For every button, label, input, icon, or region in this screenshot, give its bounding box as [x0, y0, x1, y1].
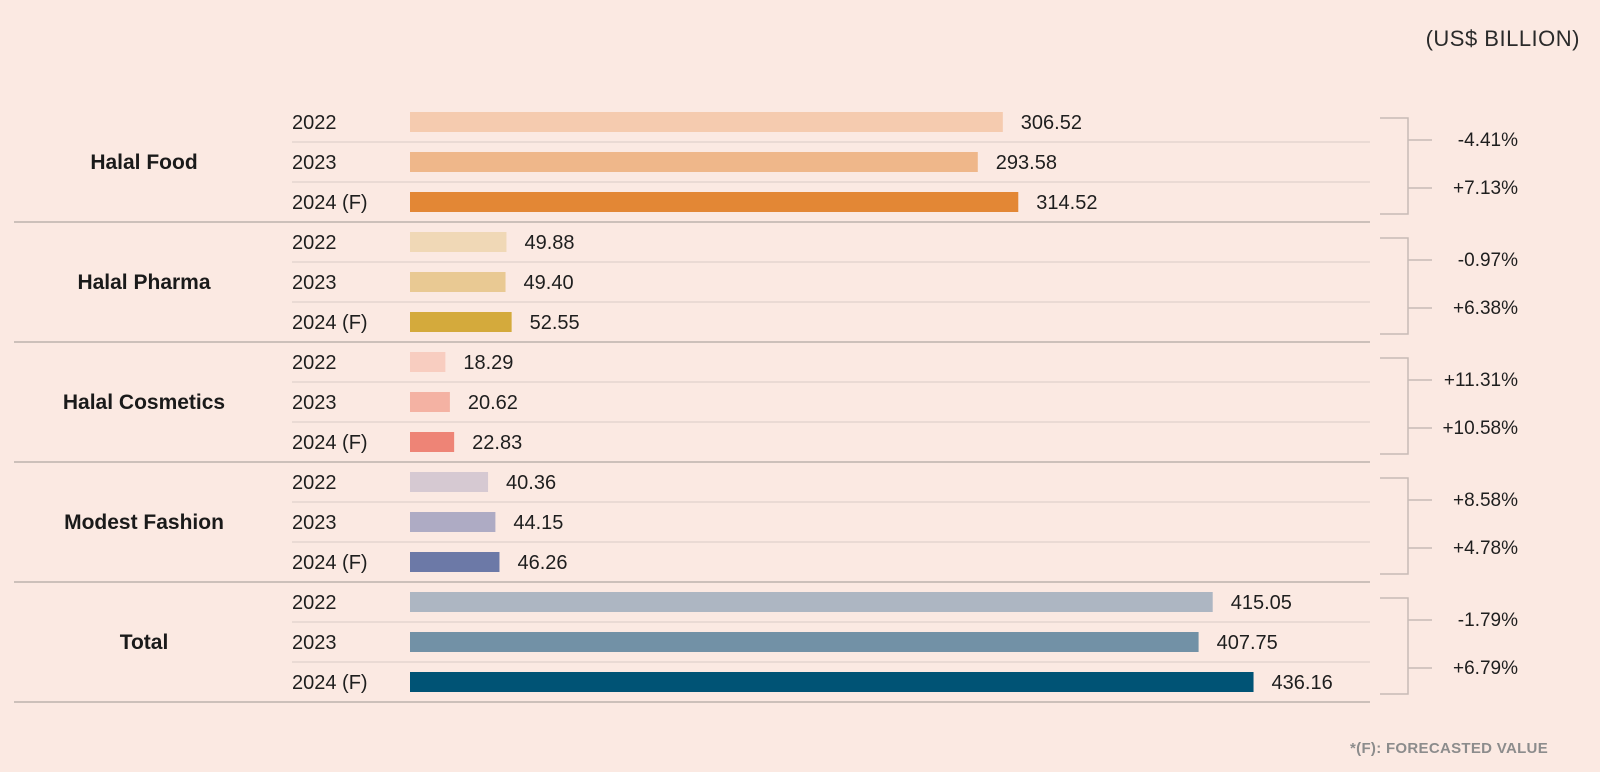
value-label: 20.62 — [468, 392, 518, 414]
year-label: 2023 — [292, 392, 337, 414]
growth-label: +11.31% — [1444, 370, 1518, 391]
year-label: 2022 — [292, 592, 337, 614]
year-label: 2023 — [292, 512, 337, 534]
value-label: 436.16 — [1272, 672, 1333, 694]
growth-label: +8.58% — [1453, 490, 1518, 511]
growth-bracket — [1380, 357, 1409, 455]
bar — [410, 192, 1019, 212]
bar — [410, 672, 1254, 692]
growth-bracket — [1380, 597, 1409, 695]
bar — [410, 272, 506, 292]
year-label: 2022 — [292, 472, 337, 494]
growth-label: -0.97% — [1458, 250, 1518, 271]
value-label: 44.15 — [513, 512, 563, 534]
bar — [410, 472, 489, 492]
year-label: 2024 (F) — [292, 192, 368, 214]
category-label: Halal Cosmetics — [63, 391, 225, 414]
value-label: 52.55 — [530, 312, 580, 334]
growth-label: +4.78% — [1453, 538, 1518, 559]
year-label: 2022 — [292, 352, 337, 374]
value-label: 49.40 — [524, 272, 574, 294]
growth-label: -4.41% — [1458, 130, 1518, 151]
year-label: 2023 — [292, 272, 337, 294]
bar — [410, 312, 512, 332]
year-label: 2024 (F) — [292, 552, 368, 574]
category-label: Halal Food — [90, 151, 197, 174]
value-label: 306.52 — [1021, 112, 1082, 134]
bar — [410, 152, 978, 172]
value-label: 49.88 — [524, 232, 574, 254]
year-label: 2024 (F) — [292, 312, 368, 334]
category-label: Total — [120, 631, 169, 654]
bar — [410, 592, 1213, 612]
bar — [410, 392, 450, 412]
year-label: 2024 (F) — [292, 432, 368, 454]
growth-bracket — [1380, 237, 1409, 335]
value-label: 314.52 — [1036, 192, 1097, 214]
value-label: 18.29 — [463, 352, 513, 374]
unit-label: (US$ BILLION) — [1425, 26, 1580, 51]
growth-bracket — [1380, 117, 1409, 215]
value-label: 293.58 — [996, 152, 1057, 174]
growth-bracket — [1380, 477, 1409, 575]
year-label: 2022 — [292, 112, 337, 134]
bar — [410, 512, 496, 532]
year-label: 2024 (F) — [292, 672, 368, 694]
value-label: 415.05 — [1231, 592, 1292, 614]
bar — [410, 552, 500, 572]
growth-label: +6.79% — [1453, 658, 1518, 679]
growth-label: +7.13% — [1453, 178, 1518, 199]
growth-label: -1.79% — [1458, 610, 1518, 631]
category-label: Modest Fashion — [64, 511, 224, 534]
bar — [410, 352, 446, 372]
bar — [410, 112, 1003, 132]
value-label: 40.36 — [506, 472, 556, 494]
growth-label: +10.58% — [1442, 418, 1518, 439]
value-label: 46.26 — [517, 552, 567, 574]
value-label: 22.83 — [472, 432, 522, 454]
year-label: 2023 — [292, 632, 337, 654]
value-label: 407.75 — [1217, 632, 1278, 654]
category-label: Halal Pharma — [77, 271, 210, 294]
forecast-footnote: *(F): FORECASTED VALUE — [1350, 740, 1548, 757]
year-label: 2023 — [292, 152, 337, 174]
bar — [410, 432, 455, 452]
year-label: 2022 — [292, 232, 337, 254]
growth-label: +6.38% — [1453, 298, 1518, 319]
bar — [410, 232, 507, 252]
bar — [410, 632, 1199, 652]
